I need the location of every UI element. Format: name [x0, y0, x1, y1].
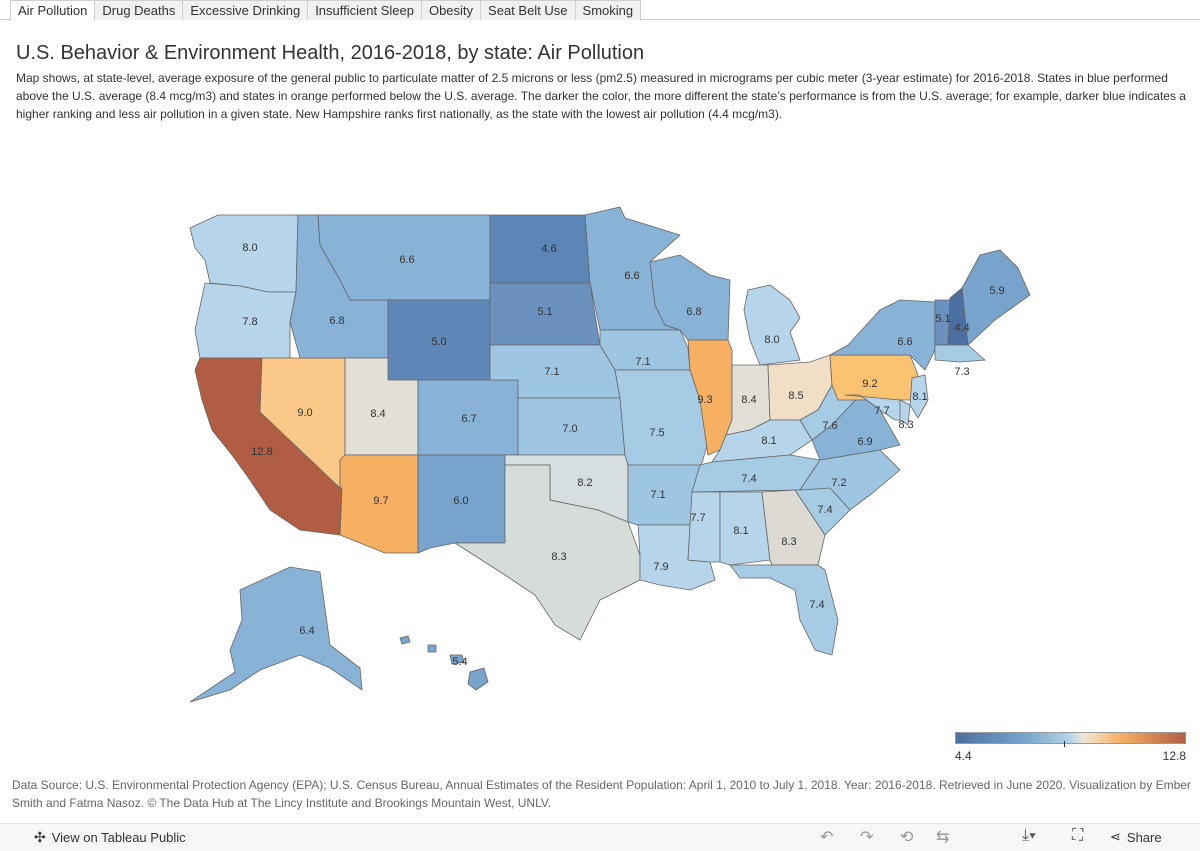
- state-MA[interactable]: [934, 344, 986, 363]
- tableau-footer: ✣ View on Tableau Public ↶ ↷ ⟲ ⇆ ⤓▾ ⛶ ⋖ …: [0, 823, 1200, 851]
- fullscreen-icon[interactable]: ⛶: [1072, 827, 1084, 844]
- state-AL[interactable]: [719, 491, 771, 566]
- undo-icon[interactable]: ↶: [820, 829, 834, 846]
- state-value-SC: 7.4: [817, 504, 832, 516]
- state-value-LA: 7.9: [653, 561, 668, 573]
- state-value-NY: 6.6: [897, 336, 912, 348]
- state-value-SD: 5.1: [537, 306, 552, 318]
- state-value-AL: 8.1: [733, 525, 748, 537]
- state-value-NJ: 8.1: [912, 391, 927, 403]
- tab-obesity[interactable]: Obesity: [420, 0, 482, 20]
- state-value-HI: 5.4: [452, 656, 467, 668]
- state-value-NH: 4.4: [954, 322, 969, 334]
- tab-smoking[interactable]: Smoking: [574, 0, 642, 20]
- share-icon: ⋖: [1110, 829, 1121, 844]
- tableau-icon: ✣: [34, 829, 46, 845]
- state-value-WV: 7.6: [822, 420, 837, 432]
- state-value-CA: 12.8: [251, 446, 272, 458]
- legend-gradient: [955, 732, 1186, 747]
- state-value-AK: 6.4: [299, 625, 314, 637]
- tab-seat-belt-use[interactable]: Seat Belt Use: [480, 0, 576, 20]
- state-value-FL: 7.4: [809, 599, 824, 611]
- color-legend: 4.4 12.8: [955, 732, 1186, 763]
- state-value-ME: 5.9: [989, 285, 1004, 297]
- state-value-IN: 8.4: [741, 394, 756, 406]
- tab-insufficient-sleep[interactable]: Insufficient Sleep: [307, 0, 422, 20]
- state-MI[interactable]: [743, 284, 801, 366]
- share-label: Share: [1126, 829, 1162, 845]
- map-description: Map shows, at state-level, average expos…: [16, 71, 1186, 121]
- state-ND[interactable]: [489, 214, 591, 284]
- tab-air-pollution[interactable]: Air Pollution: [10, 0, 96, 21]
- revert-icon[interactable]: ⟲: [900, 829, 914, 846]
- state-value-WA: 8.0: [242, 242, 257, 254]
- state-value-labels: 8.0 7.8 12.8 9.0 6.8 6.6 5.0 8.4 9.7 6.7 6.0 4.6 5.1…: [242, 242, 1004, 668]
- state-value-NC: 7.2: [831, 477, 846, 489]
- state-value-VA: 6.9: [857, 436, 872, 448]
- state-value-MD: 7.7: [874, 405, 889, 417]
- state-value-ID: 6.8: [329, 315, 344, 327]
- redo-icon[interactable]: ↷: [860, 829, 874, 846]
- state-value-GA: 8.3: [781, 536, 796, 548]
- state-value-UT: 8.4: [370, 408, 385, 420]
- state-ME[interactable]: [961, 249, 1031, 346]
- data-source: Data Source: U.S. Environmental Protecti…: [12, 778, 1191, 810]
- state-value-KS: 7.0: [562, 423, 577, 435]
- page-title: U.S. Behavior & Environment Health, 2016…: [16, 42, 645, 64]
- state-AK[interactable]: [189, 566, 363, 703]
- state-value-OR: 7.8: [242, 316, 257, 328]
- state-value-IA: 7.1: [635, 356, 650, 368]
- state-value-TN: 7.4: [741, 473, 756, 485]
- state-value-OK: 8.2: [577, 477, 592, 489]
- state-value-PA: 9.2: [862, 378, 877, 390]
- us-average-marker: [1064, 741, 1065, 747]
- state-value-OH: 8.5: [788, 390, 803, 402]
- state-value-AR: 7.1: [650, 489, 665, 501]
- view-on-tableau-button[interactable]: ✣ View on Tableau Public: [34, 829, 186, 846]
- state-TX[interactable]: [453, 464, 641, 641]
- tab-excessive-drinking[interactable]: Excessive Drinking: [182, 0, 309, 20]
- state-value-TX: 8.3: [551, 551, 566, 563]
- state-value-MI: 8.0: [764, 334, 779, 346]
- state-value-MO: 7.5: [649, 427, 664, 439]
- state-value-IL: 9.3: [697, 394, 712, 406]
- state-value-WI: 6.8: [686, 306, 701, 318]
- state-value-KY: 8.1: [761, 435, 776, 447]
- state-value-VT: 5.1: [935, 313, 950, 325]
- tab-drug-deaths[interactable]: Drug Deaths: [94, 0, 184, 20]
- state-value-MS: 7.7: [690, 512, 705, 524]
- state-MS[interactable]: [687, 491, 721, 563]
- state-value-MN: 6.6: [624, 270, 639, 282]
- state-value-NV: 9.0: [297, 407, 312, 419]
- state-value-MA: 7.3: [954, 366, 969, 378]
- state-value-DE: 8.3: [898, 419, 913, 431]
- state-value-NM: 6.0: [453, 495, 468, 507]
- state-FL[interactable]: [729, 564, 839, 656]
- state-value-MT: 6.6: [399, 254, 414, 266]
- state-value-ND: 4.6: [541, 243, 556, 255]
- tab-bar: Air Pollution Drug Deaths Excessive Drin…: [0, 0, 1200, 21]
- state-DE[interactable]: [899, 399, 911, 426]
- share-button[interactable]: ⋖ Share: [1110, 829, 1162, 845]
- state-value-WY: 5.0: [431, 336, 446, 348]
- download-icon[interactable]: ⤓▾: [1022, 827, 1036, 844]
- legend-min: 4.4: [955, 749, 972, 763]
- refresh-icon[interactable]: ⇆: [936, 829, 950, 846]
- state-NJ[interactable]: [909, 374, 929, 419]
- state-value-NE: 7.1: [544, 366, 559, 378]
- legend-max: 12.8: [1162, 749, 1186, 763]
- state-value-AZ: 9.7: [373, 495, 388, 507]
- view-on-tableau-label: View on Tableau Public: [51, 830, 186, 845]
- state-HI[interactable]: [399, 635, 489, 691]
- state-value-CO: 6.7: [461, 413, 476, 425]
